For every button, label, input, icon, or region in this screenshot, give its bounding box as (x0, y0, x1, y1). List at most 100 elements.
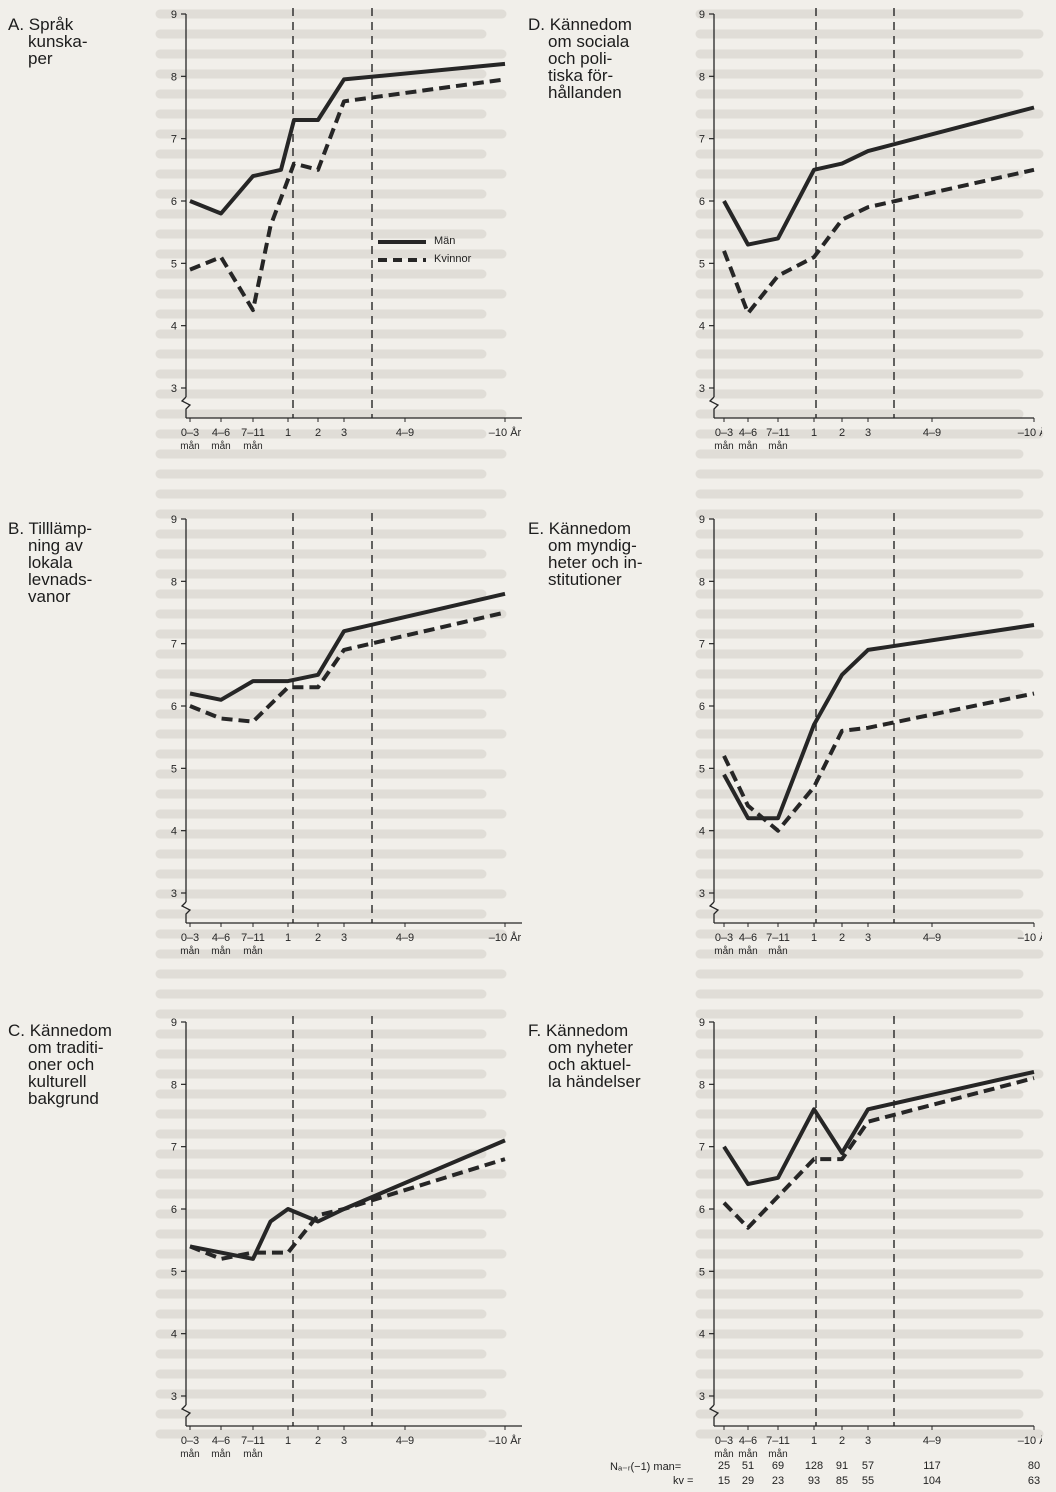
panel-title-line: lokala (28, 553, 73, 572)
x-tick-label: 4–6 (212, 1435, 230, 1447)
x-tick-label: 0–3 (715, 427, 733, 439)
x-sub-label: mån (211, 1448, 230, 1460)
y-tick-label: 6 (171, 196, 177, 208)
panel-title-line: och aktuel- (548, 1055, 632, 1074)
x-tick-label: 2 (839, 427, 845, 439)
sample-size-man-value: 128 (804, 1460, 824, 1472)
y-tick-label: 3 (171, 1391, 177, 1403)
x-tick-label: 4–6 (739, 1435, 757, 1447)
axis-break (180, 396, 192, 418)
sample-size-kv-value: 15 (717, 1475, 731, 1487)
series-line-man (722, 623, 1035, 821)
y-tick-label: 7 (171, 134, 177, 146)
panel-title-line: ning av (28, 536, 83, 555)
y-tick-label: 3 (171, 888, 177, 900)
panel-title-line: och poli- (548, 49, 613, 68)
x-tick-label: –10 År (489, 426, 522, 439)
x-tick-label: 1 (811, 932, 817, 944)
axis-break (180, 901, 192, 923)
x-tick-label: 4–6 (739, 427, 757, 439)
panel-title-line: C. Kännedom (8, 1021, 112, 1040)
series-line-kvinnor (189, 610, 506, 724)
y-tick-label: 5 (171, 1266, 177, 1278)
sample-size-kv-label: kv = (673, 1475, 694, 1487)
sample-size-man-value: 57 (861, 1460, 875, 1472)
y-tick-label: 4 (171, 1329, 177, 1341)
y-tick-label: 4 (699, 1329, 705, 1341)
x-tick-label: 3 (341, 427, 347, 439)
y-tick-label: 3 (699, 383, 705, 395)
x-sub-label: mån (714, 440, 733, 452)
x-tick-label: 4–9 (923, 1435, 941, 1447)
x-tick-label: 0–3 (715, 932, 733, 944)
y-tick-label: 8 (171, 576, 177, 588)
x-tick-label: 4–9 (396, 427, 414, 439)
y-tick-label: 8 (699, 71, 705, 83)
panel-title-line: om nyheter (548, 1038, 634, 1057)
sample-size-man-value: 80 (1027, 1460, 1041, 1472)
y-tick-label: 3 (171, 383, 177, 395)
y-tick-label: 7 (699, 639, 705, 651)
panel-title-line: per (28, 49, 53, 68)
y-tick-label: 9 (699, 9, 705, 21)
sample-size-man-label: Nₐ₋ᵣ(−1) man= (610, 1461, 682, 1473)
panel-title-line: E. Kännedom (528, 519, 632, 538)
y-tick-label: 7 (699, 134, 705, 146)
series-line-kvinnor (722, 1076, 1035, 1230)
panel-title-line: vanor (28, 587, 71, 606)
y-tick-label: 6 (171, 701, 177, 713)
panel-title-line: om traditi- (28, 1038, 104, 1057)
panel-title-line: om sociala (548, 32, 630, 51)
panel-title-line: la händelser (548, 1072, 641, 1091)
x-tick-label: 7–11 (766, 427, 790, 439)
panel-title-line: hållanden (548, 83, 622, 102)
x-sub-label: mån (180, 945, 199, 957)
panel-a-title: A. Språk kunska-per (8, 16, 88, 67)
x-sub-label: mån (211, 945, 230, 957)
series-line-kvinnor (189, 77, 506, 313)
panel-title-line: tiska för- (548, 66, 614, 85)
x-tick-label: 2 (839, 1435, 845, 1447)
y-tick-label: 5 (699, 258, 705, 270)
y-tick-label: 7 (171, 639, 177, 651)
y-tick-label: 6 (171, 1204, 177, 1216)
y-tick-label: 5 (171, 763, 177, 775)
sample-size-kv-value: 29 (741, 1475, 755, 1487)
y-tick-label: 9 (171, 514, 177, 526)
panel-f-title: F. Kännedom om nyheter och aktuel-la hände… (528, 1022, 641, 1090)
legend: Män Kvinnor (376, 232, 496, 272)
x-tick-label: 3 (341, 1435, 347, 1447)
sample-size-man-value: 51 (741, 1460, 755, 1472)
axis-break (180, 1404, 192, 1426)
x-tick-label: 4–9 (923, 932, 941, 944)
series-line-man (722, 105, 1035, 247)
x-tick-label: 2 (315, 932, 321, 944)
x-tick-label: 0–3 (715, 1435, 733, 1447)
panel-d-title: D. Kännedom om sociala och poli-tiska för-… (528, 16, 632, 101)
y-tick-label: 9 (699, 1017, 705, 1029)
y-tick-label: 5 (171, 258, 177, 270)
legend-label-dashed: Kvinnor (434, 253, 472, 265)
y-tick-label: 8 (699, 1079, 705, 1091)
panel-title-line: F. Kännedom (528, 1021, 629, 1040)
x-tick-label: 3 (865, 932, 871, 944)
panel-title-line: B. Tilllämp- (8, 519, 93, 538)
series-line-man (722, 1069, 1035, 1187)
series-line-man (189, 591, 506, 702)
sample-size-kv-value: 23 (771, 1475, 785, 1487)
x-tick-label: 0–3 (181, 1435, 199, 1447)
x-tick-label: 4–9 (396, 932, 414, 944)
y-tick-label: 7 (699, 1142, 705, 1154)
panel-title-line: stitutioner (548, 570, 622, 589)
x-tick-label: 3 (341, 932, 347, 944)
legend-swatches (378, 240, 426, 262)
y-tick-label: 5 (699, 1266, 705, 1278)
x-tick-label: –10 År (489, 1434, 522, 1447)
sample-size-man-value: 91 (835, 1460, 849, 1472)
x-sub-label: mån (243, 945, 262, 957)
y-tick-label: 8 (171, 1079, 177, 1091)
x-sub-label: mån (768, 945, 787, 957)
x-tick-label: 1 (285, 932, 291, 944)
